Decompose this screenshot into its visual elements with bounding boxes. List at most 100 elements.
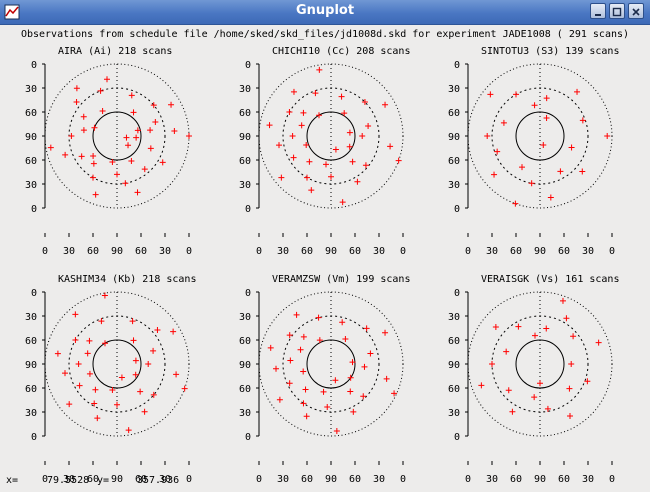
scan-point: [391, 390, 398, 397]
scan-point: [72, 311, 79, 318]
x-tick-label: 60: [135, 246, 147, 257]
scan-point: [123, 134, 130, 141]
scan-point: [130, 109, 137, 116]
x-tick-label: 0: [42, 474, 48, 485]
scan-point: [543, 95, 550, 102]
x-tick-label: 0: [186, 474, 192, 485]
scan-point: [152, 119, 159, 126]
scan-point: [494, 148, 501, 155]
scan-point: [350, 408, 357, 415]
x-tick-label: 0: [609, 474, 615, 485]
y-tick-label: 0: [31, 288, 37, 299]
scan-point: [86, 337, 93, 344]
x-tick-label: 30: [373, 246, 385, 257]
scan-point: [90, 153, 97, 160]
x-tick-label: 30: [373, 474, 385, 485]
y-tick-label: 0: [454, 288, 460, 299]
scan-point: [531, 332, 538, 339]
scan-point: [563, 315, 570, 322]
scan-point: [316, 66, 323, 73]
close-button[interactable]: [628, 3, 644, 19]
scan-point: [342, 336, 349, 343]
scan-point: [150, 347, 157, 354]
scan-point: [109, 158, 116, 165]
y-tick-label: 60: [448, 108, 460, 119]
scan-point: [347, 388, 354, 395]
x-tick-label: 0: [400, 474, 406, 485]
y-tick-label: 0: [31, 432, 37, 443]
scan-point: [544, 405, 551, 412]
scan-point: [332, 377, 339, 384]
y-tick-label: 60: [239, 384, 251, 395]
scan-point: [515, 323, 522, 330]
scan-point: [290, 88, 297, 95]
station-panel: VERAMZSW (Vm) 199 scans 0 30 60 90 60 30 0 0 30 60…: [239, 274, 411, 485]
scan-point: [90, 160, 97, 167]
scan-point: [287, 357, 294, 364]
scan-point: [99, 108, 106, 115]
minimize-button[interactable]: [590, 3, 606, 19]
scan-point: [128, 157, 135, 164]
y-tick-label: 30: [239, 84, 251, 95]
scan-point: [97, 87, 104, 94]
x-tick-label: 60: [301, 246, 313, 257]
scan-point: [141, 166, 148, 173]
x-tick-label: 0: [256, 474, 262, 485]
scan-point: [363, 325, 370, 332]
scan-point: [286, 332, 293, 339]
y-tick-label: 30: [448, 180, 460, 191]
scan-point: [181, 385, 188, 392]
scan-point: [500, 119, 507, 126]
y-tick-label: 60: [448, 156, 460, 167]
scan-point: [62, 151, 69, 158]
scan-point: [84, 350, 91, 357]
y-tick-label: 0: [245, 60, 251, 71]
scan-point: [76, 382, 83, 389]
scan-point: [579, 168, 586, 175]
scan-point: [130, 337, 137, 344]
y-tick-label: 30: [25, 408, 37, 419]
scan-point: [94, 415, 101, 422]
scan-point: [568, 361, 575, 367]
scan-point: [298, 122, 305, 129]
scan-point: [98, 318, 105, 325]
scan-point: [537, 380, 543, 387]
scan-point: [145, 361, 152, 367]
y-tick-label: 30: [448, 408, 460, 419]
y-tick-label: 90: [448, 360, 460, 371]
close-icon: [632, 8, 640, 16]
scan-point: [304, 174, 310, 181]
y-tick-label: 30: [239, 180, 251, 191]
elevation-ring: [467, 63, 613, 209]
y-tick-label: 90: [448, 132, 460, 143]
station-panel: KASHIM34 (Kb) 218 scans 0 30 60 90 60 30 0 0 30 60…: [25, 274, 197, 485]
scan-point: [66, 401, 73, 408]
scan-point: [505, 387, 512, 394]
scan-point: [531, 394, 538, 401]
x-tick-label: 30: [63, 474, 75, 485]
title-bar[interactable]: Gnuplot: [0, 0, 650, 25]
scan-point: [289, 133, 296, 139]
scan-point: [383, 375, 390, 382]
x-tick-label: 0: [186, 246, 192, 257]
scan-point: [159, 159, 166, 166]
y-tick-label: 0: [454, 432, 460, 443]
scan-point: [543, 325, 550, 332]
scan-point: [73, 85, 80, 92]
scan-point: [86, 370, 93, 377]
maximize-icon: [612, 7, 622, 17]
y-tick-label: 30: [239, 312, 251, 323]
plot-canvas[interactable]: Observations from schedule file /home/sk…: [0, 25, 650, 492]
scan-point: [101, 292, 108, 299]
scan-point: [80, 113, 87, 120]
elevation-ring: [258, 291, 404, 437]
scan-point: [114, 401, 120, 408]
scan-point: [303, 142, 310, 149]
scan-point: [503, 348, 510, 355]
scan-point: [72, 337, 79, 343]
scan-point: [266, 122, 273, 129]
x-tick-label: 60: [87, 474, 99, 485]
gnuplot-app-icon[interactable]: [4, 4, 20, 20]
scan-point: [125, 142, 132, 149]
maximize-button[interactable]: [609, 3, 625, 19]
